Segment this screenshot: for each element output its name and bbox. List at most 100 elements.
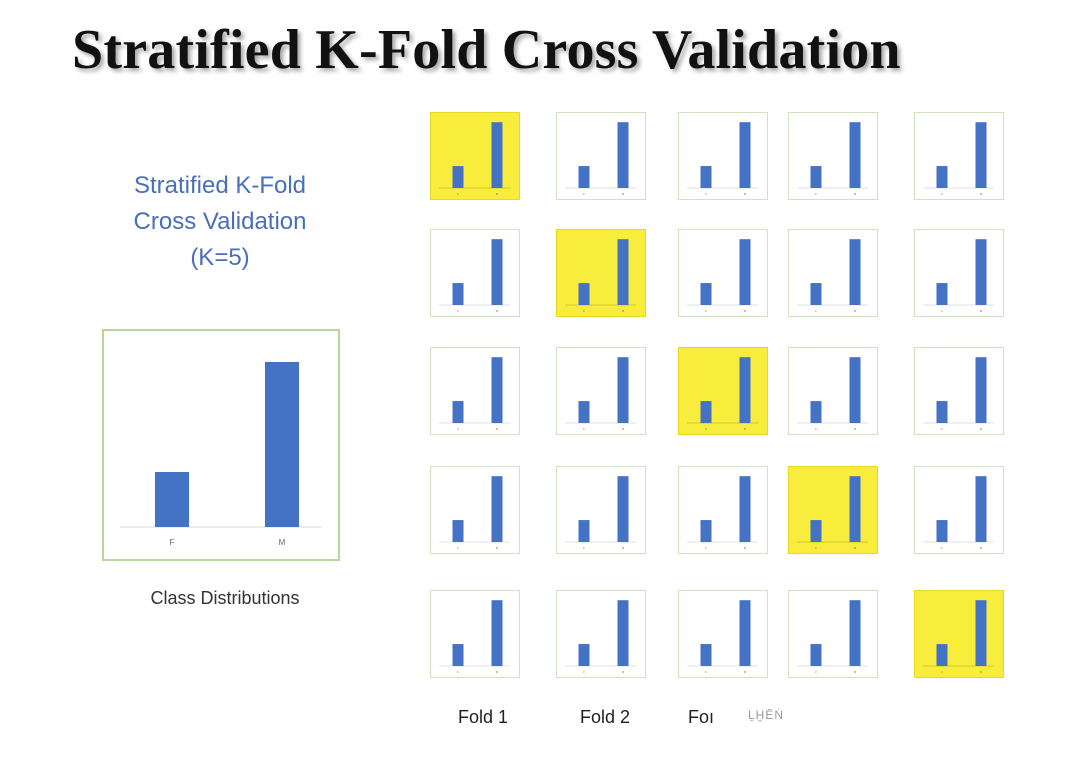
mini-bar-F (936, 644, 948, 666)
mini-tick-F: F (583, 546, 585, 550)
mini-bar-F (936, 520, 948, 542)
mini-tick-F: F (815, 309, 817, 313)
mini-bar-F (578, 520, 590, 542)
mini-bar-F (700, 283, 712, 305)
fold-label-3: Foı (687, 707, 714, 727)
mini-tick-F: F (705, 427, 707, 431)
mini-bar-F (452, 520, 464, 542)
mini-tick-F: F (941, 546, 943, 550)
mini-tick-F: F (583, 309, 585, 313)
mini-bar-M (739, 122, 751, 188)
subtitle: Stratified K-Fold Cross Validation (K=5) (100, 168, 340, 276)
mini-tick-M: M (622, 309, 625, 313)
mini-tick-F: F (815, 670, 817, 674)
mini-tick-F: F (705, 309, 707, 313)
mini-tick-M: M (496, 192, 499, 196)
mini-tick-M: M (744, 670, 747, 674)
slide-title: Stratified K-Fold Cross Validation (72, 19, 901, 81)
mini-tick-M: M (980, 309, 983, 313)
mini-tick-F: F (941, 192, 943, 196)
mini-bar-M (491, 357, 503, 423)
fold-label-2: Fold 2 (579, 707, 631, 727)
mini-tick-M: M (980, 192, 983, 196)
mini-bar-F (578, 401, 590, 423)
mini-bar-F (452, 283, 464, 305)
mini-tick-F: F (457, 427, 459, 431)
mini-bar-M (739, 600, 751, 666)
mini-tick-M: M (496, 670, 499, 674)
mini-bar-F (700, 644, 712, 666)
mini-bar-M (739, 357, 751, 423)
mini-bar-F (578, 644, 590, 666)
mini-bar-F (452, 644, 464, 666)
mini-bar-F (810, 283, 822, 305)
mini-tick-M: M (744, 427, 747, 431)
mini-tick-M: M (622, 670, 625, 674)
mini-bar-M (849, 600, 861, 666)
mini-bar-M (975, 476, 987, 542)
mini-tick-F: F (941, 309, 943, 313)
tick-label-M: M (279, 538, 286, 547)
class-distribution-caption: Class Distributions (150, 588, 300, 608)
bar-F (155, 472, 189, 527)
mini-tick-F: F (457, 192, 459, 196)
mini-bar-F (936, 283, 948, 305)
mini-tick-M: M (854, 192, 857, 196)
subtitle-line: (K=5) (190, 244, 250, 271)
mini-bar-F (578, 283, 590, 305)
mini-bar-M (849, 122, 861, 188)
mini-tick-M: M (744, 192, 747, 196)
mini-tick-F: F (457, 309, 459, 313)
mini-tick-F: F (583, 192, 585, 196)
mini-tick-M: M (744, 546, 747, 550)
mini-tick-F: F (583, 427, 585, 431)
mini-bar-F (936, 401, 948, 423)
bar-M (265, 362, 299, 527)
mini-bar-F (810, 166, 822, 188)
mini-bar-M (491, 600, 503, 666)
mini-bar-F (810, 401, 822, 423)
mini-tick-F: F (705, 192, 707, 196)
mini-tick-M: M (622, 427, 625, 431)
tick-label-F: F (170, 538, 175, 547)
mini-bar-F (936, 166, 948, 188)
mini-bar-M (491, 476, 503, 542)
mini-bar-F (452, 166, 464, 188)
mini-bar-M (975, 357, 987, 423)
mini-tick-M: M (854, 670, 857, 674)
